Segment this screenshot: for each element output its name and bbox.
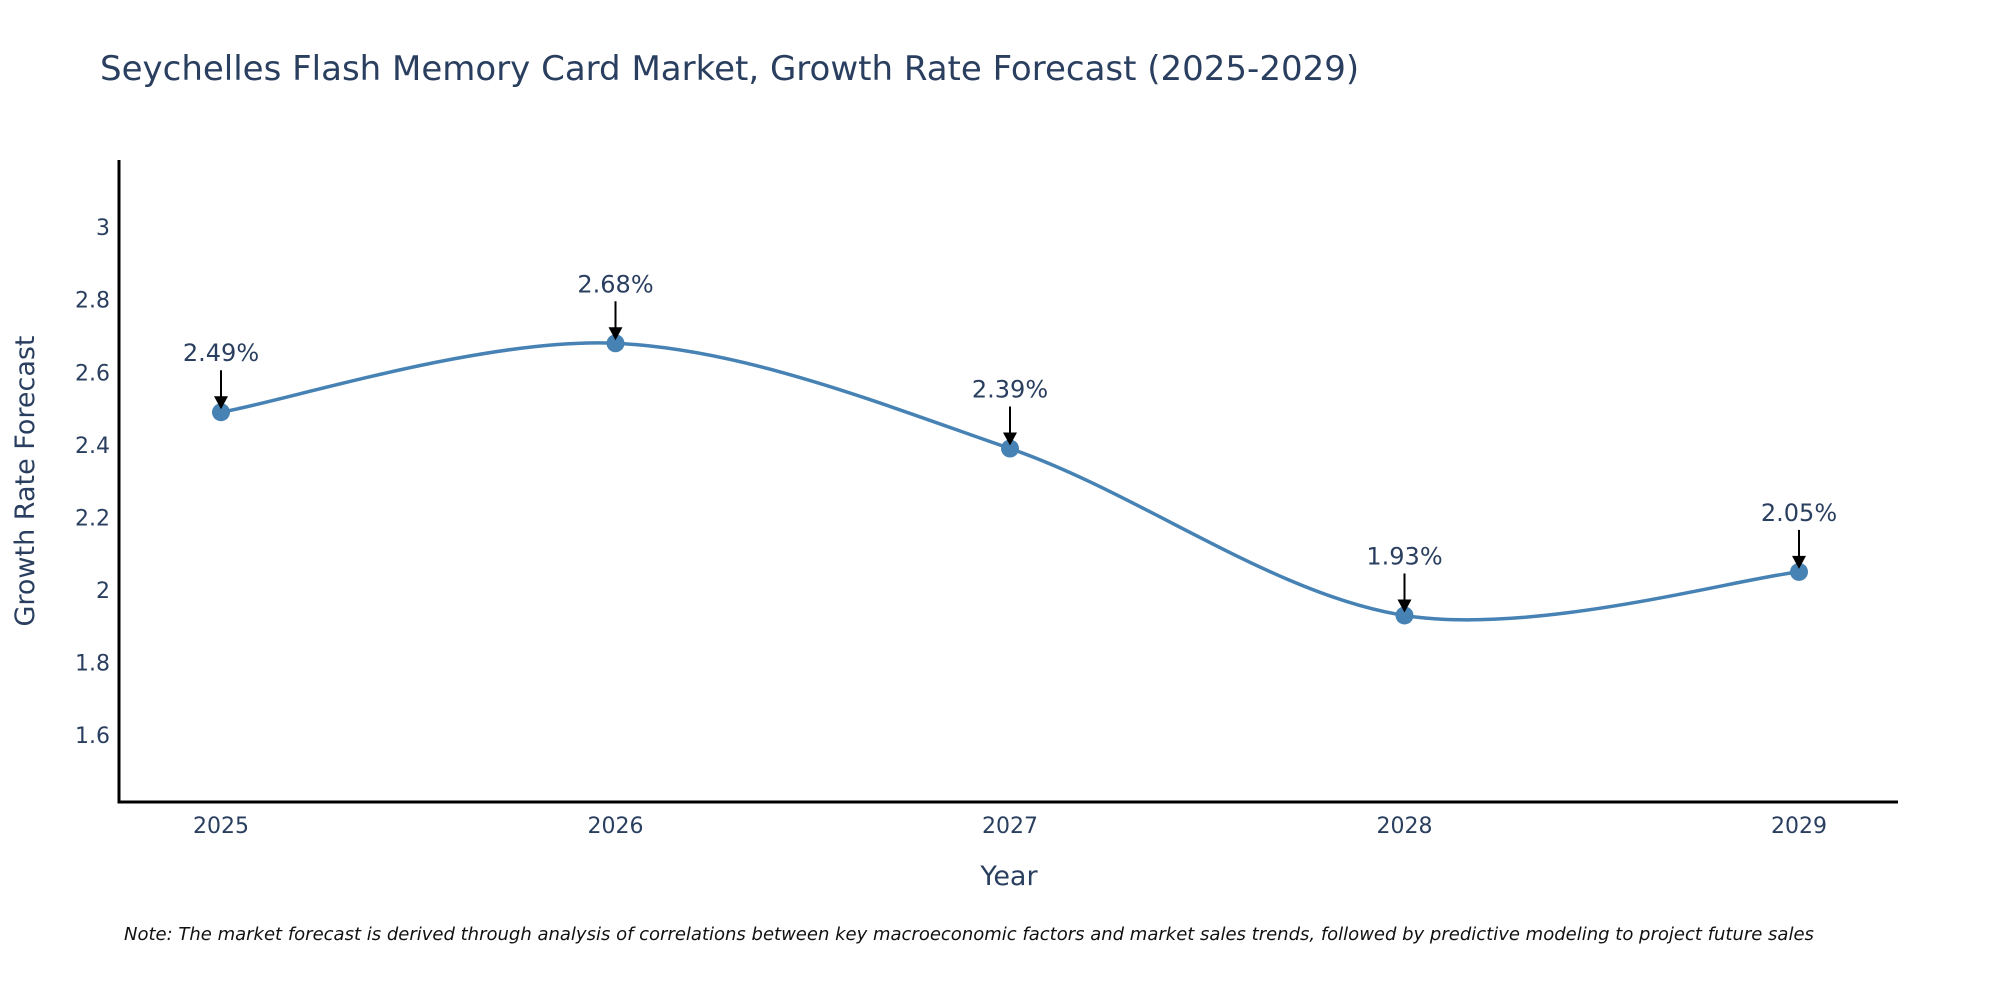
data-point	[1001, 439, 1019, 458]
y-tick-label: 2.8	[75, 289, 110, 314]
x-tick-label: 2028	[1377, 814, 1433, 839]
x-axis-ticks: 2025 2026 2027 2028 2029	[193, 814, 1827, 839]
y-axis-ticks: 1.6 1.8 2 2.2 2.4 2.6 2.8 3	[75, 216, 110, 749]
annotation: 2.05%	[1761, 499, 1837, 569]
x-tick-label: 2026	[588, 814, 644, 839]
annotation-label: 2.39%	[972, 376, 1048, 404]
arrow-down-icon	[1003, 432, 1017, 446]
y-tick-label: 1.8	[75, 652, 110, 677]
annotation: 2.39%	[972, 376, 1048, 446]
annotation: 2.49%	[183, 339, 259, 410]
y-tick-label: 2.4	[75, 434, 110, 459]
chart-title: Seychelles Flash Memory Card Market, Gro…	[100, 49, 1359, 89]
y-tick-label: 2	[96, 579, 110, 604]
data-point	[212, 403, 230, 422]
y-axis-title: Growth Rate Forecast	[10, 335, 41, 626]
annotation-label: 1.93%	[1366, 542, 1442, 570]
annotation-label: 2.05%	[1761, 499, 1837, 527]
x-tick-label: 2029	[1771, 814, 1827, 839]
data-point	[1395, 606, 1414, 625]
arrow-down-icon	[1397, 599, 1412, 613]
y-tick-label: 3	[96, 216, 110, 241]
x-tick-label: 2025	[193, 814, 249, 839]
y-tick-label: 2.6	[75, 361, 110, 386]
data-point	[1790, 562, 1808, 581]
data-annotations: 2.49% 2.68% 2.39% 1.93% 2.05%	[183, 270, 1837, 613]
arrow-down-icon	[214, 396, 228, 410]
annotation-label: 2.68%	[577, 270, 653, 298]
series-markers	[212, 334, 1808, 625]
y-tick-label: 1.6	[75, 724, 110, 749]
annotation-label: 2.49%	[183, 339, 259, 367]
annotation: 1.93%	[1366, 542, 1443, 613]
y-tick-label: 2.2	[75, 506, 110, 531]
annotation: 2.68%	[577, 270, 654, 341]
x-tick-label: 2027	[982, 814, 1038, 839]
footnote: Note: The market forecast is derived thr…	[124, 924, 1814, 945]
data-point	[606, 334, 625, 353]
arrow-down-icon	[1792, 555, 1806, 569]
arrow-down-icon	[608, 327, 623, 341]
x-axis-title: Year	[979, 861, 1038, 892]
